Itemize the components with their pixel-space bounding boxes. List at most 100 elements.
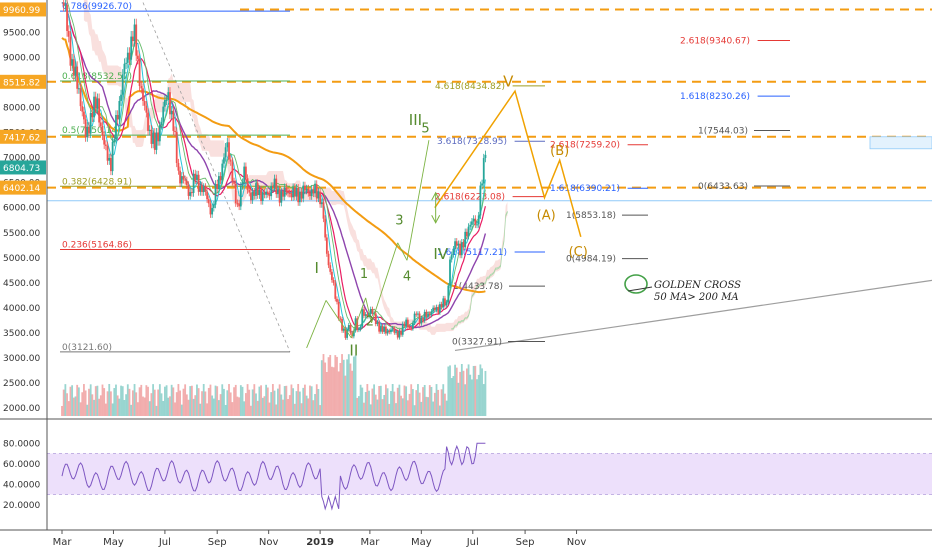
candle-body bbox=[261, 192, 264, 201]
candle-body bbox=[282, 191, 284, 197]
candle-body bbox=[158, 125, 161, 142]
fib-levels: 0.786(9926.70)0.618(8532.57)0.5(7450.14)… bbox=[60, 2, 790, 353]
volume-bar bbox=[126, 384, 129, 416]
candle-body bbox=[444, 298, 446, 306]
volume-bar bbox=[229, 392, 232, 416]
candle-body bbox=[327, 253, 330, 266]
candle-body bbox=[376, 322, 379, 325]
candle-body bbox=[280, 191, 283, 203]
volume-bar bbox=[293, 403, 296, 416]
volume-bar bbox=[165, 385, 168, 416]
candle-body bbox=[165, 99, 168, 101]
volume-bar bbox=[356, 397, 359, 416]
volume-bar bbox=[184, 384, 187, 416]
candle-body bbox=[126, 52, 129, 63]
candle-body bbox=[88, 126, 90, 134]
candle-body bbox=[298, 191, 301, 203]
volume-bar bbox=[253, 384, 256, 416]
volume-bar bbox=[420, 401, 423, 416]
volume-bar bbox=[422, 387, 424, 416]
price-tag-label: 9960.99 bbox=[3, 6, 40, 16]
candle-body bbox=[113, 139, 116, 142]
volume-bar bbox=[449, 365, 451, 416]
candle-body bbox=[427, 313, 429, 317]
candle-body bbox=[83, 111, 85, 120]
volume-bar bbox=[287, 398, 289, 416]
volume-bar bbox=[179, 390, 181, 416]
fib-ext-label: 3.618(7328.95) bbox=[437, 137, 507, 147]
candle-body bbox=[94, 96, 97, 109]
candle-body bbox=[234, 183, 237, 204]
volume-bar bbox=[216, 386, 219, 416]
volume-bar bbox=[331, 366, 333, 416]
candle-body bbox=[138, 59, 141, 86]
volume-bar bbox=[202, 384, 205, 416]
volume-bar bbox=[352, 356, 355, 416]
volume-bar bbox=[131, 390, 134, 416]
volume-bar bbox=[86, 404, 89, 416]
candle-body bbox=[125, 62, 128, 64]
volume-bar bbox=[477, 374, 480, 416]
candle-body bbox=[465, 231, 468, 237]
candle-body bbox=[347, 325, 350, 330]
candle-body bbox=[314, 184, 316, 194]
volume-bar bbox=[295, 391, 298, 416]
volume-bar bbox=[304, 384, 306, 416]
candle-body bbox=[271, 186, 274, 188]
y-tick-label: 2500.00 bbox=[3, 379, 40, 389]
candle-body bbox=[223, 157, 225, 164]
volume-bar bbox=[423, 384, 426, 416]
volume-bar bbox=[462, 370, 465, 416]
volume-bar bbox=[310, 386, 313, 416]
volume-bar bbox=[185, 394, 188, 416]
candle-body bbox=[423, 311, 426, 321]
candle-body bbox=[476, 224, 478, 226]
candle-body bbox=[322, 202, 325, 219]
candle-body bbox=[145, 105, 148, 113]
candle-body bbox=[300, 191, 303, 199]
candle-body bbox=[310, 189, 313, 197]
candle-body bbox=[425, 311, 428, 317]
candle-body bbox=[309, 192, 311, 197]
volume-bar bbox=[71, 385, 74, 416]
candle-body bbox=[390, 329, 392, 333]
candle-body bbox=[295, 187, 298, 197]
candle-body bbox=[174, 130, 176, 132]
candle-body bbox=[115, 115, 117, 140]
wave-label-(B): (B) bbox=[550, 144, 569, 159]
volume-bar bbox=[467, 364, 470, 416]
candle-body bbox=[194, 173, 197, 181]
volume-bar bbox=[342, 359, 345, 416]
volume-bar bbox=[307, 398, 310, 416]
candle-body bbox=[101, 125, 104, 136]
candle-body bbox=[342, 328, 345, 331]
candle-body bbox=[256, 183, 259, 196]
volume-bar bbox=[160, 393, 163, 416]
candle-body bbox=[379, 326, 382, 332]
volume-bar bbox=[438, 405, 441, 416]
volume-bar bbox=[187, 399, 190, 416]
volume-bar bbox=[140, 384, 143, 416]
volume-bar bbox=[152, 384, 154, 416]
volume-bar bbox=[226, 390, 229, 416]
candle-body bbox=[214, 184, 217, 205]
candle-body bbox=[233, 181, 235, 184]
candle-body bbox=[106, 145, 109, 161]
volume-bar bbox=[280, 394, 283, 416]
candle-body bbox=[393, 328, 396, 333]
volume-bar bbox=[150, 393, 153, 416]
volume-bar bbox=[344, 375, 347, 416]
y-tick-label: 5500.00 bbox=[3, 229, 40, 239]
candle-body bbox=[391, 328, 394, 330]
candle-body bbox=[123, 63, 126, 75]
volume-bar bbox=[465, 368, 468, 416]
volume-bar bbox=[104, 403, 107, 416]
volume-bar bbox=[329, 354, 332, 416]
volume-bar bbox=[209, 384, 212, 416]
volume-bar bbox=[221, 384, 224, 416]
volume-bar bbox=[228, 384, 230, 416]
candle-body bbox=[315, 184, 318, 199]
volume-bar bbox=[320, 360, 323, 416]
volume-bar bbox=[413, 405, 416, 416]
volume-bar bbox=[484, 370, 487, 416]
